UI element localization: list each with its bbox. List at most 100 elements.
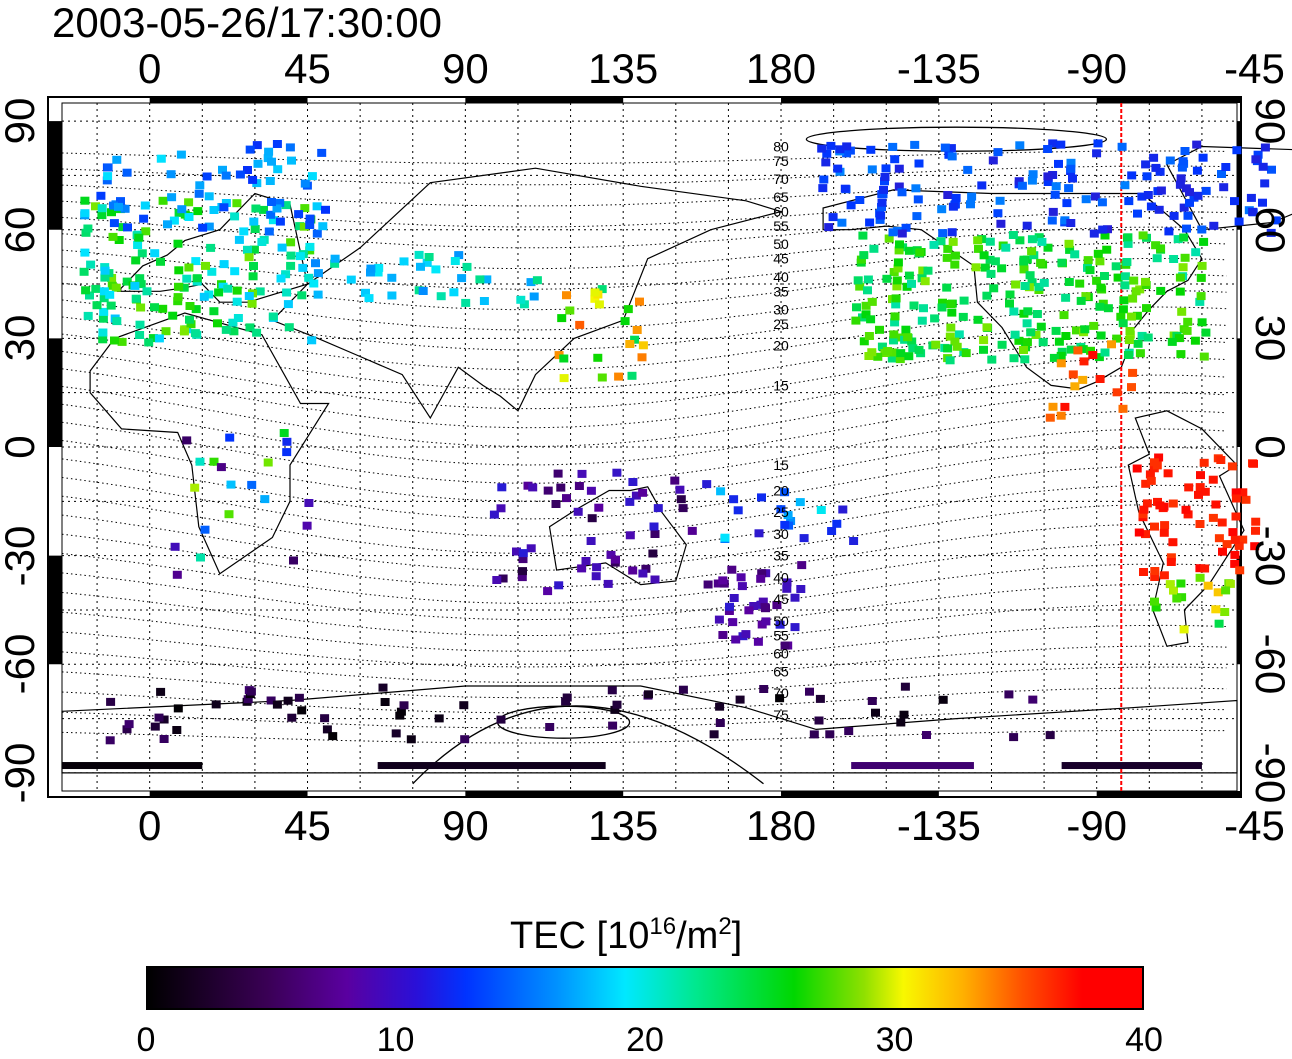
tec-observation: [173, 704, 183, 713]
tec-observation: [888, 348, 898, 357]
tec-observation: [232, 297, 242, 306]
tec-observation: [83, 311, 93, 320]
tec-observation: [670, 476, 680, 485]
tec-observation: [230, 267, 240, 276]
tec-observation: [986, 269, 996, 278]
tec-observation: [835, 145, 845, 154]
tec-observation: [947, 152, 957, 161]
magnetic-latitude-contour: [61, 624, 1227, 668]
tec-observation: [1009, 307, 1019, 316]
tec-observation: [243, 245, 252, 254]
tec-observation: [1199, 237, 1209, 246]
tec-observation: [184, 263, 194, 272]
tec-observation: [431, 265, 441, 274]
tec-observation: [243, 166, 252, 174]
tec-observation: [858, 231, 868, 240]
left-latitude-tick: -60: [0, 633, 43, 695]
tec-observation: [1057, 258, 1067, 267]
tec-observation: [1185, 188, 1194, 197]
tec-observation: [267, 198, 276, 206]
tec-observation: [387, 273, 397, 282]
tec-observation: [108, 232, 118, 241]
tec-observation: [166, 170, 176, 179]
tec-observation: [244, 253, 254, 262]
tec-observation: [263, 458, 273, 467]
tec-observation: [199, 292, 209, 301]
tec-observation: [1066, 219, 1076, 227]
contour-label: 75: [773, 153, 789, 169]
tec-observation: [311, 259, 320, 268]
tec-observation: [1023, 307, 1033, 316]
tec-observation: [1100, 272, 1109, 280]
tec-observation: [1152, 254, 1162, 263]
tec-observation: [219, 203, 229, 212]
tec-observation: [1194, 490, 1203, 499]
tec-observation: [122, 725, 132, 734]
north-pole-contour: [805, 126, 1108, 152]
tec-observation: [703, 580, 713, 589]
tec-observation: [1251, 517, 1261, 526]
top-longitude-tick: -90: [1066, 45, 1128, 92]
tec-observation: [1179, 625, 1189, 634]
tec-observation: [922, 731, 931, 739]
tec-observation: [977, 181, 987, 190]
tec-observation: [1086, 346, 1095, 355]
tec-observation: [1249, 459, 1258, 468]
tec-observation: [973, 236, 983, 245]
tec-observation: [449, 288, 459, 297]
tec-observation: [221, 325, 231, 334]
magnetic-latitude-contour: [61, 323, 1227, 390]
tec-observation: [593, 353, 603, 362]
tec-observation: [851, 316, 861, 325]
tec-observation: [1166, 553, 1176, 562]
tec-observation: [1064, 278, 1074, 286]
tec-observation: [893, 226, 903, 235]
tec-observation: [195, 181, 205, 190]
tec-observation: [214, 288, 224, 297]
tec-observation: [239, 227, 249, 236]
tec-observation: [295, 252, 305, 261]
tec-observation: [1009, 733, 1019, 742]
tec-observation: [1172, 594, 1182, 603]
tec-observation: [330, 254, 340, 263]
tec-observation: [1175, 180, 1185, 189]
tec-observation: [1230, 535, 1240, 544]
tec-observation: [1026, 328, 1036, 337]
tec-observation: [993, 209, 1003, 218]
tec-observation: [1251, 155, 1261, 164]
tec-observation: [1050, 190, 1060, 199]
tec-observation: [937, 303, 947, 312]
tec-observation: [889, 336, 898, 345]
tec-observation: [1116, 312, 1126, 321]
tec-observation: [1123, 233, 1133, 242]
tec-observation: [1173, 235, 1183, 244]
frame-segment-left: [48, 338, 62, 447]
tec-observation: [322, 725, 332, 734]
tec-observation: [1199, 458, 1209, 467]
tec-observation: [1165, 580, 1175, 589]
contour-label: 25: [773, 316, 789, 332]
tec-observation: [638, 341, 648, 350]
tec-observation: [173, 297, 183, 306]
tec-observation: [827, 527, 837, 535]
tec-observation: [556, 483, 566, 492]
tec-observation: [179, 327, 189, 336]
tec-observation: [1258, 162, 1268, 171]
tec-observation: [904, 352, 914, 361]
tec-observation: [1070, 250, 1080, 259]
tec-observation: [623, 305, 633, 314]
tec-observation: [979, 345, 988, 354]
tec-observation: [628, 566, 638, 575]
tec-observation: [910, 140, 920, 149]
tec-observation: [1070, 382, 1080, 391]
tec-observation: [631, 491, 641, 500]
tec-observation: [942, 253, 952, 262]
tec-observation: [135, 274, 145, 283]
tec-observation: [775, 620, 785, 629]
colorbar-tick: 10: [376, 1021, 415, 1059]
tec-observation: [577, 469, 587, 478]
tec-observation: [374, 263, 384, 272]
tec-observation: [298, 263, 308, 272]
tec-observation: [855, 196, 865, 204]
tec-observation: [249, 245, 259, 254]
